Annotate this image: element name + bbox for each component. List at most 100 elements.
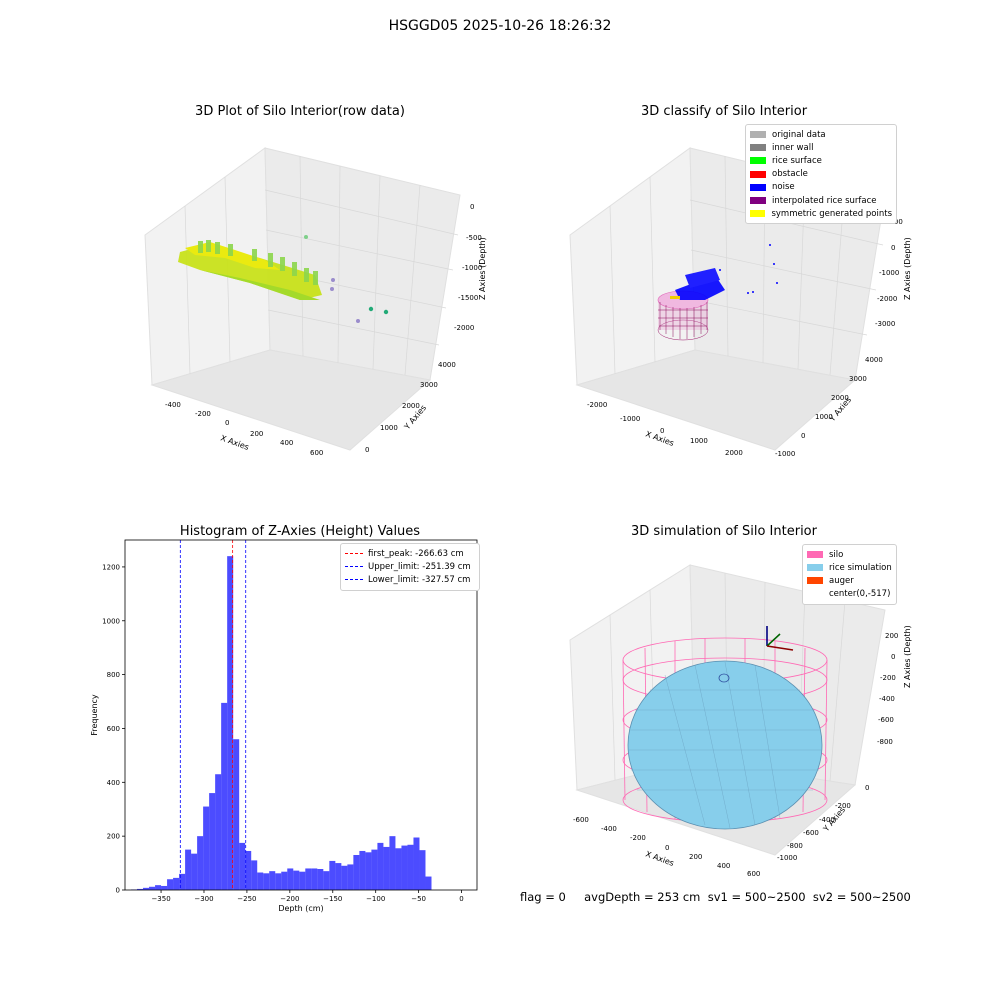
- histogram-bar: [167, 879, 174, 890]
- classify-legend: original data inner wall rice surface ob…: [745, 124, 897, 225]
- classify-legend-entry: obstacle: [750, 168, 892, 181]
- histogram-bar: [191, 853, 198, 890]
- legend-label: interpolated rice surface: [772, 195, 877, 206]
- classify-points: [657, 244, 778, 341]
- histogram-bar: [407, 844, 414, 890]
- histogram-bar: [299, 871, 306, 890]
- simulation-legend-entry: center(0,-517): [807, 588, 892, 601]
- raw-ztick: -1500: [458, 294, 478, 302]
- classify-ytick: 4000: [865, 356, 883, 364]
- classify-legend-entry: inner wall: [750, 141, 892, 154]
- histogram-bar: [257, 872, 264, 890]
- y-tick-label: 1000: [102, 617, 120, 625]
- histogram-bar: [227, 556, 234, 890]
- histogram-bar: [155, 885, 162, 890]
- raw-ytick: 1000: [380, 424, 398, 432]
- sim-xtick: 0: [665, 844, 669, 852]
- legend-swatch: [750, 157, 766, 165]
- histogram-x-label: Depth (cm): [278, 904, 323, 913]
- y-tick-label: 1200: [102, 563, 120, 571]
- classify-legend-entry: rice surface: [750, 154, 892, 167]
- histogram-bar: [413, 837, 420, 890]
- raw-x-ticks: -400 -200 0 200 400 600: [165, 401, 323, 457]
- sim-xtick: 200: [689, 853, 702, 861]
- figure-title: HSGGD05 2025-10-26 18:26:32: [388, 18, 612, 34]
- histogram-bar: [389, 836, 396, 890]
- raw-points: [178, 235, 389, 323]
- histogram-bar: [239, 842, 246, 890]
- classify-ytick: 2000: [831, 394, 849, 402]
- histogram-bar: [395, 848, 402, 890]
- legend-swatch: [750, 170, 766, 178]
- legend-label: rice surface: [772, 155, 822, 166]
- simulation-3d-plot[interactable]: -600 -400 -200 0 200 400 600 X Axies -10…: [565, 560, 915, 880]
- raw-3d-plot[interactable]: -400 -200 0 200 400 600 X Axies 0 1000 2…: [140, 140, 490, 470]
- legend-swatch: [750, 131, 766, 139]
- raw-ytick: 4000: [438, 361, 456, 369]
- histogram-bar: [341, 865, 348, 890]
- histogram-bar: [275, 873, 282, 890]
- classify-plot-title: 3D classify of Silo Interior: [640, 104, 808, 119]
- rice-mesh: [629, 661, 821, 829]
- legend-line: [345, 566, 363, 568]
- histogram-bar: [305, 868, 312, 890]
- x-tick-label: 0: [459, 895, 463, 903]
- classify-legend-entry: original data: [750, 128, 892, 141]
- x-tick-label: −350: [151, 895, 170, 903]
- simulation-z-label: Z Axies (Depth): [903, 625, 912, 688]
- simulation-x-ticks: -600 -400 -200 0 200 400 600: [573, 816, 760, 878]
- classify-ztick: -2000: [877, 295, 897, 303]
- x-tick-label: −100: [366, 895, 385, 903]
- histogram-y-label: Frequency: [90, 694, 99, 736]
- y-tick-label: 0: [116, 887, 120, 895]
- legend-label: auger: [829, 575, 854, 586]
- histogram-bar: [179, 873, 186, 890]
- legend-label: center(0,-517): [829, 589, 891, 600]
- classify-xtick: 1000: [690, 437, 708, 445]
- histogram-chart[interactable]: −350 −300 −250 −200 −150 −100 −50 0 0 200 400 600 8…: [80, 530, 490, 920]
- classify-xtick: 0: [660, 427, 664, 435]
- x-tick-label: −300: [194, 895, 213, 903]
- classify-ytick: 3000: [849, 375, 867, 383]
- raw-ytick: 3000: [420, 381, 438, 389]
- classify-xtick: 2000: [725, 449, 743, 457]
- legend-swatch: [750, 183, 766, 191]
- histogram-bar: [245, 850, 252, 890]
- sim-ztick: 0: [891, 653, 895, 661]
- sim-ytick: 0: [865, 784, 869, 792]
- sim-xtick: -600: [573, 816, 589, 824]
- histogram-bar: [293, 870, 300, 890]
- classify-ztick: 0: [891, 244, 895, 252]
- raw-xtick: -200: [195, 410, 211, 418]
- classify-legend-entry: symmetric generated points: [750, 207, 892, 220]
- raw-panes: [144, 147, 461, 451]
- histogram-title: Histogram of Z-Axies (Height) Values: [179, 524, 421, 539]
- histogram-bar: [425, 876, 432, 890]
- histogram-bar: [269, 871, 276, 890]
- legend-swatch: [807, 564, 823, 572]
- raw-y-ticks: 0 1000 2000 3000 4000: [365, 361, 456, 454]
- sim-ztick: -400: [879, 695, 895, 703]
- classify-ytick: -1000: [775, 450, 795, 458]
- histogram-bars: [131, 556, 432, 890]
- classify-z-ticks: 1000 0 -1000 -2000 -3000: [875, 218, 903, 328]
- sim-ytick: -1000: [777, 854, 797, 862]
- histogram-bar: [377, 842, 384, 890]
- histogram-bar: [287, 868, 294, 890]
- histogram-bar: [161, 885, 168, 890]
- raw-ytick: 2000: [402, 402, 420, 410]
- simulation-legend-entry: silo: [807, 548, 892, 561]
- legend-line: [345, 553, 363, 555]
- auger-marker: [718, 673, 730, 683]
- histogram-bar: [185, 849, 192, 890]
- simulation-x-label: X Axies: [644, 849, 675, 868]
- histogram-legend: first_peak: -266.63 cm Upper_limit: -251…: [340, 543, 480, 591]
- sim-ztick: -600: [878, 716, 894, 724]
- classify-ztick: -1000: [879, 269, 899, 277]
- status-text: flag = 0 avgDepth = 253 cm sv1 = 500~250…: [520, 890, 911, 904]
- raw-xtick: 600: [310, 449, 323, 457]
- sim-ytick: -200: [835, 802, 851, 810]
- legend-swatch: [750, 197, 766, 205]
- legend-label: rice simulation: [829, 562, 892, 573]
- raw-ztick: -1000: [462, 264, 482, 272]
